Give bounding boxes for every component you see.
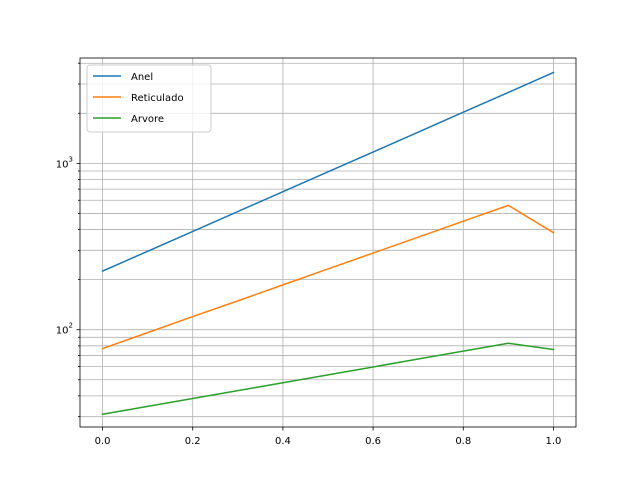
series-line-reticulado <box>101 204 555 350</box>
y-tick-label: 102 <box>56 322 73 337</box>
axes-frame <box>79 57 577 428</box>
grid <box>80 58 576 427</box>
x-tick-label: 0.0 <box>95 436 111 447</box>
series-line-arvore <box>101 342 555 416</box>
y-axis: 102 103 <box>56 62 80 418</box>
legend-frame <box>86 64 212 133</box>
x-tick-label: 0.6 <box>365 436 381 447</box>
x-tick-label: 0.4 <box>275 436 291 447</box>
legend-label: Anel <box>131 72 153 83</box>
x-tick-label: 0.2 <box>185 436 201 447</box>
series-line-anel <box>101 71 555 273</box>
legend-label: Arvore <box>131 114 164 125</box>
x-axis: 0.0 0.2 0.4 0.6 0.8 1.0 <box>95 427 562 447</box>
series-lines <box>101 71 555 416</box>
x-tick-label: 1.0 <box>546 436 562 447</box>
legend-label: Reticulado <box>131 93 184 104</box>
axes-border <box>79 57 577 428</box>
legend: Anel Reticulado Arvore <box>86 64 212 133</box>
x-tick-label: 0.8 <box>455 436 471 447</box>
y-tick-label: 103 <box>56 155 73 170</box>
